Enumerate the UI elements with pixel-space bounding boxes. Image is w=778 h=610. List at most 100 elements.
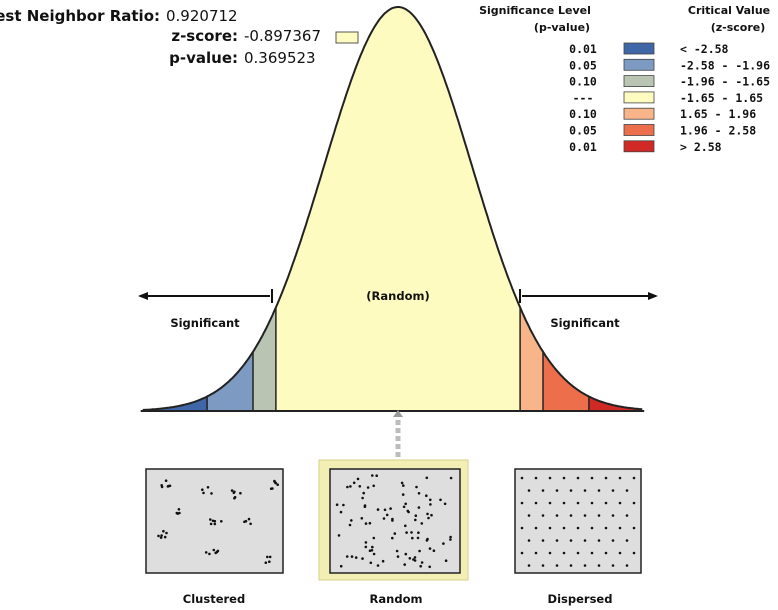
random-point — [425, 476, 429, 480]
clustered-point — [209, 518, 212, 521]
random-point — [372, 536, 376, 540]
random-point — [350, 555, 354, 558]
dispersed-point — [541, 489, 545, 492]
random-point — [363, 505, 367, 509]
legend-p-value: 0.01 — [569, 140, 597, 154]
clustered-point — [206, 486, 210, 489]
random-region-label: (Random) — [366, 289, 429, 303]
dispersed-point — [611, 489, 615, 492]
dispersed-point — [625, 564, 629, 567]
random-point — [432, 549, 436, 552]
random-points — [335, 474, 453, 569]
random-point — [371, 545, 374, 549]
clustered-point — [264, 561, 268, 564]
clustered-point — [247, 517, 251, 521]
dispersed-point — [632, 476, 636, 480]
random-point — [339, 510, 343, 514]
dispersed-point — [569, 564, 573, 567]
clustered-point — [202, 491, 205, 495]
dispersed-point — [520, 476, 524, 480]
random-point — [350, 519, 353, 522]
bell-curve — [140, 6, 645, 412]
random-point — [393, 532, 397, 535]
clustered-point — [276, 483, 280, 487]
random-point — [417, 531, 420, 534]
dispersed-point — [583, 564, 587, 567]
legend-swatch — [623, 124, 655, 136]
dispersed-point — [534, 501, 538, 505]
dispersed-points — [520, 476, 636, 567]
clustered-point — [212, 548, 216, 552]
nearest-neighbor-ratio-label: Nearest Neighbor Ratio: — [0, 7, 160, 25]
random-point — [428, 565, 432, 569]
clustered-point — [216, 549, 220, 553]
legend-z-range: 1.65 - 1.96 — [680, 107, 756, 121]
random-point — [352, 481, 356, 485]
dispersed-point — [576, 501, 580, 505]
random-point — [442, 542, 445, 545]
clustered-point — [213, 519, 217, 523]
critical-value-header: Critical Value — [688, 4, 770, 17]
z-score-header: (z-score) — [711, 21, 766, 34]
dispersed-panel — [514, 468, 642, 574]
random-point — [375, 474, 379, 478]
dispersed-point — [520, 551, 524, 555]
legend-swatch — [623, 140, 655, 153]
dispersed-point — [562, 526, 566, 530]
dispersed-point — [548, 501, 552, 505]
dispersed-point — [576, 551, 580, 555]
random-point — [417, 492, 421, 495]
dispersed-point — [604, 476, 608, 480]
right-significant-label: Significant — [550, 316, 620, 330]
p-value-value: 0.369523 — [244, 49, 316, 67]
random-point — [383, 508, 387, 512]
curve-outline — [142, 6, 643, 411]
nearest-neighbor-ratio-value: 0.920712 — [166, 7, 238, 25]
random-point — [420, 522, 424, 525]
random-point — [396, 555, 400, 558]
random-point — [368, 549, 372, 552]
dispersed-point — [527, 514, 531, 517]
dispersed-point — [569, 489, 573, 492]
dispersed-point — [576, 476, 580, 480]
random-point — [413, 559, 417, 562]
clustered-point — [220, 520, 223, 523]
dispersed-point — [597, 564, 601, 567]
legend-z-range: -2.58 - -1.96 — [680, 58, 770, 72]
dispersed-point — [583, 489, 587, 492]
random-point — [428, 547, 432, 550]
dispersed-point — [555, 539, 559, 542]
random-point — [410, 531, 413, 534]
legend-swatch — [623, 75, 655, 87]
clustered-point — [239, 491, 242, 495]
dispersed-point — [597, 539, 601, 542]
random-point — [415, 485, 418, 489]
dispersed-point — [534, 476, 538, 480]
random-point — [339, 564, 343, 568]
random-point — [404, 524, 407, 528]
dispersed-point — [590, 526, 594, 530]
clustered-point — [165, 531, 168, 535]
random-point — [439, 498, 442, 502]
random-point — [358, 485, 362, 488]
dispersed-point — [562, 551, 566, 555]
dispersed-point — [611, 514, 615, 517]
clustered-point — [160, 534, 163, 537]
clustered-point — [175, 511, 179, 515]
random-point — [395, 549, 399, 553]
significance-level-header: Significance Level — [479, 4, 591, 17]
random-point — [356, 477, 360, 481]
clustered-point — [268, 560, 271, 563]
random-point — [449, 535, 452, 539]
clustered-point — [160, 485, 164, 489]
dispersed-point — [527, 489, 531, 492]
dispersed-point — [555, 489, 559, 492]
legend-swatch — [623, 91, 655, 104]
random-point — [413, 556, 417, 559]
random-point — [405, 531, 408, 534]
random-label: Random — [370, 592, 423, 606]
legend-p-value: --- — [573, 91, 594, 105]
legend-rows: 0.01 < -2.58 0.05 -2.58 - -1.96 0.10 -1.96 - … — [569, 42, 770, 154]
clustered-point — [159, 536, 163, 539]
dispersed-point — [618, 476, 622, 480]
